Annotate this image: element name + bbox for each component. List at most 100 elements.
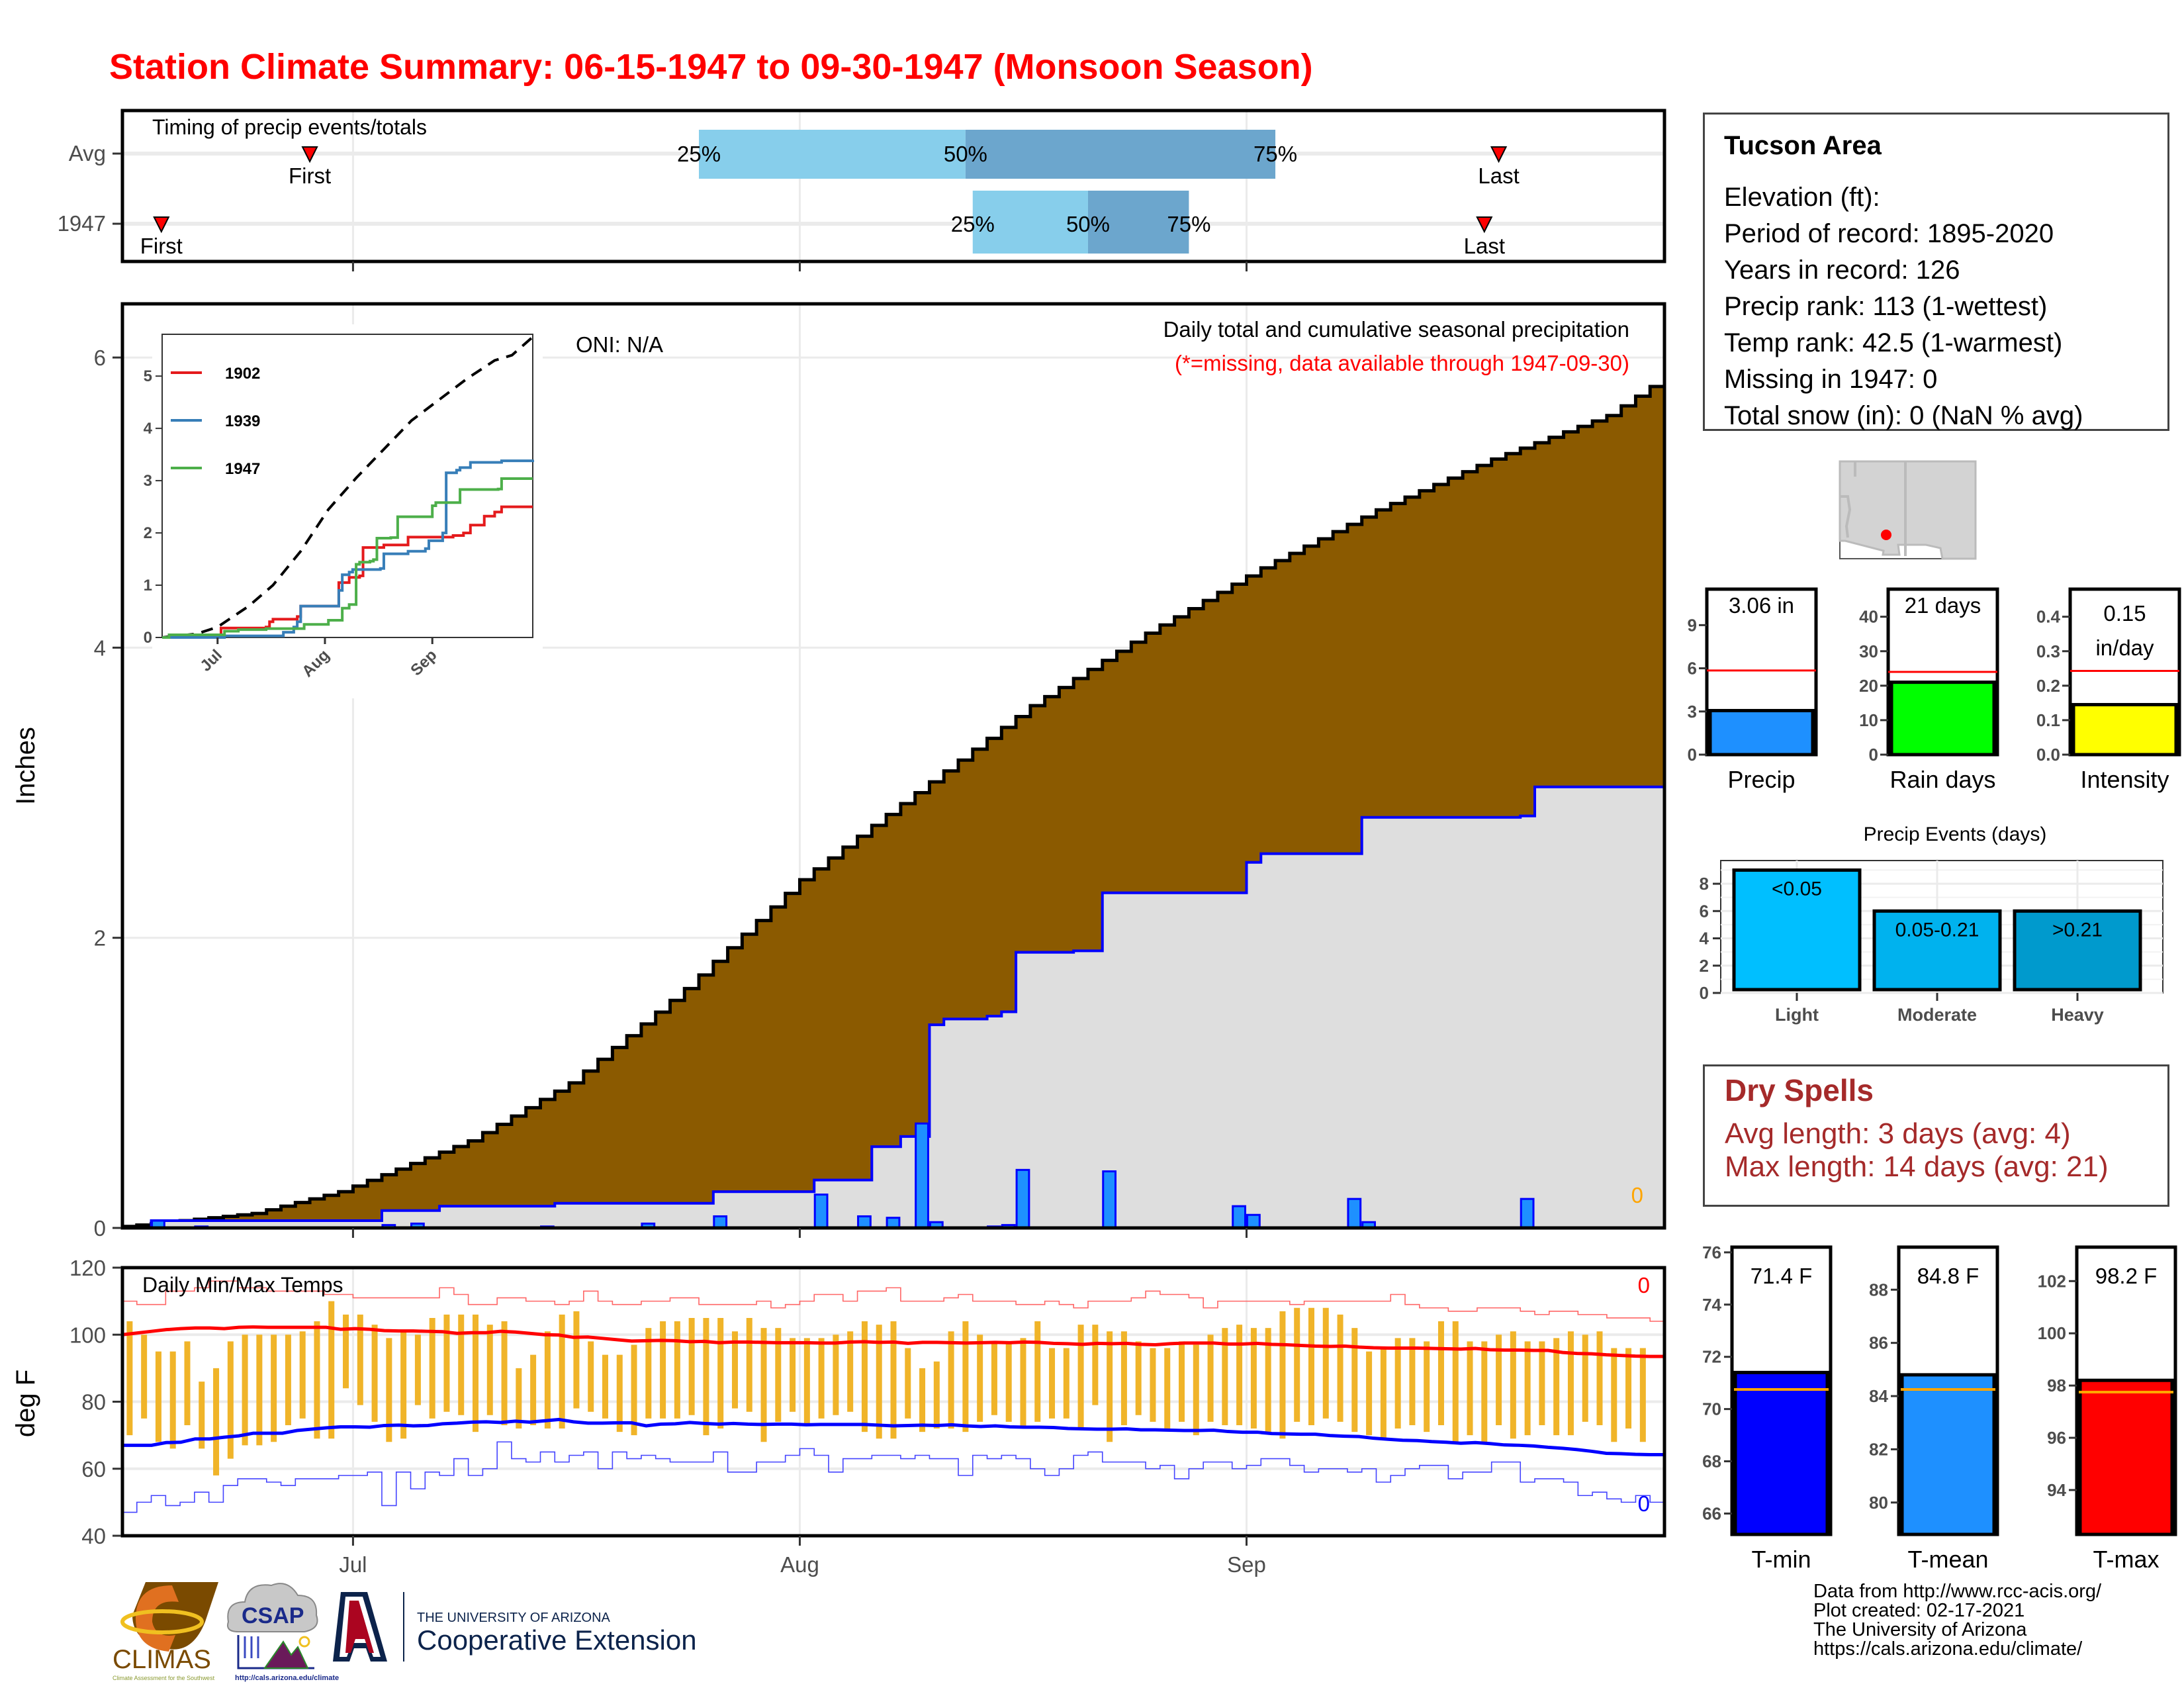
tmin-missing-count: 0 (1638, 1491, 1650, 1516)
temp-bar-y-tick-label: 102 (2038, 1271, 2066, 1291)
timing-last-marker-label: Last (1478, 164, 1519, 188)
precip-event-bar-moderate (1872, 909, 2002, 992)
temp-bar-y-tick-label: 88 (1869, 1280, 1888, 1299)
summary-y-tick-label: 9 (1688, 615, 1697, 635)
summary-y-tick-label: 10 (1859, 710, 1878, 730)
avg-max-line (122, 1325, 1664, 1358)
csap-text: CSAP (242, 1603, 304, 1628)
record-min-line (122, 1441, 1664, 1513)
precip-subtitle: Daily total and cumulative seasonal prec… (1163, 317, 1629, 342)
timing-p25-label: 25% (951, 212, 995, 236)
summary-y-tick-label: 30 (1859, 641, 1878, 661)
timing-p75-label: 75% (1167, 212, 1210, 236)
precip-y-tick-label: 6 (94, 346, 106, 370)
precip-panel: 0 2 4 6 Inches ONI: N/A Daily total and cumula… (11, 302, 1666, 1241)
temp-panel-label: Daily Min/Max Temps (142, 1273, 343, 1297)
summary-bar-intensity (2071, 702, 2178, 757)
dry-spells-box (1703, 1064, 2169, 1207)
timing-p50-label: 50% (1066, 212, 1110, 236)
summary-y-tick-label: 0.3 (2036, 641, 2060, 661)
inset-y-tick-label: 5 (144, 367, 152, 385)
summary-value-label: 3.06 in (1729, 593, 1794, 618)
temp-bar-y-tick-label: 80 (1869, 1493, 1888, 1513)
temp-bar-y-tick-label: 94 (2047, 1480, 2066, 1500)
credit-data-source: Data from http://www.rcc-acis.org/ (1813, 1581, 2102, 1602)
events-y-tick-label: 8 (1700, 874, 1709, 894)
timing-panel-label: Timing of precip events/totals (152, 115, 427, 139)
timing-row-label-avg: Avg (69, 141, 106, 165)
timing-box-lower (972, 191, 1088, 254)
station-name: Tucson Area (1724, 131, 1882, 160)
summary-y-tick-label: 0 (1688, 745, 1697, 765)
info-period: Period of record: 1895-2020 (1724, 219, 2054, 248)
summary-y-tick-label: 0 (1869, 745, 1878, 765)
summary-category-label: Intensity (2080, 766, 2169, 793)
summary-y-tick-label: 6 (1688, 659, 1697, 679)
climas-text: CLIMAS (113, 1645, 211, 1674)
summary-category-label: Rain days (1889, 766, 1995, 793)
ua-line2: Cooperative Extension (417, 1624, 697, 1656)
temp-bar-y-tick-label: 72 (1702, 1347, 1721, 1367)
climas-subtitle: Climate Assessment for the Southwest (113, 1675, 215, 1681)
temp-bar-y-tick-label: 98 (2047, 1376, 2066, 1395)
inset-y-tick-label: 2 (144, 524, 152, 542)
temp-bar-y-tick-label: 84 (1869, 1386, 1888, 1406)
summary-y-tick-label: 0.0 (2036, 745, 2060, 765)
precip-note: (*=missing, data available through 1947-… (1175, 351, 1629, 375)
station-info-box (1703, 113, 2169, 431)
timing-first-marker-label: First (140, 234, 183, 258)
precip-events-title: Precip Events (days) (1864, 823, 2047, 845)
map-land (1839, 460, 1977, 560)
inset-y-tick-label: 3 (144, 472, 152, 490)
credit-plot-created: Plot created: 02-17-2021 (1813, 1600, 2025, 1621)
temp-bar-t-max (2078, 1378, 2174, 1536)
climas-logo: CLIMAS Climate Assessment for the Southw… (113, 1582, 218, 1681)
summary-y-tick-label: 20 (1859, 676, 1878, 696)
temp-bar-t-min (1733, 1370, 1829, 1536)
inset-line-average (161, 336, 534, 639)
daily-precip-bar (1102, 1170, 1117, 1229)
summary-y-tick-label: 0.2 (2036, 676, 2060, 696)
dry-spells-max: Max length: 14 days (avg: 21) (1725, 1150, 2109, 1183)
csap-logo: CSAP http://cals.arizona.edu/climate (227, 1583, 339, 1682)
precip-event-range-label: <0.05 (1772, 878, 1822, 900)
oni-label: ONI: N/A (576, 332, 663, 357)
events-y-tick-label: 2 (1700, 956, 1709, 976)
temp-bar-y-tick-label: 86 (1869, 1333, 1888, 1353)
inset-y-tick-label: 0 (144, 629, 152, 647)
timing-p75-label: 75% (1253, 142, 1297, 166)
precip-event-category: Light (1775, 1005, 1819, 1025)
avg-cumulative-line (120, 385, 1664, 1229)
info-years: Years in record: 126 (1724, 256, 1960, 285)
temp-y-tick-label: 60 (81, 1457, 106, 1481)
summary-bar-rain-days (1889, 680, 1996, 757)
tmax-missing-count: 0 (1638, 1273, 1650, 1297)
summary-bars: 0 3 6 9 3.06 in Precip 0 10 20 30 40 21 days Rain da… (1688, 587, 2181, 793)
daily-precip-bar (1347, 1197, 1362, 1229)
temperature-bars: 66 68 70 72 74 76 71.4 F T-min 80 82 84 86 88 84.8 F T… (1702, 1243, 2177, 1573)
summary-value-label: 0.15 (2103, 601, 2146, 626)
inset-line-1947 (162, 477, 533, 639)
summary-bar-precip (1708, 708, 1815, 757)
temp-y-tick-label: 120 (69, 1256, 106, 1280)
daily-precip-bar (1015, 1168, 1030, 1229)
temp-y-axis-label: deg F (11, 1370, 40, 1437)
inset-legend-label: 1902 (225, 365, 260, 383)
summary-y-tick-label: 0.1 (2036, 710, 2060, 730)
csap-url: http://cals.arizona.edu/climate (235, 1674, 339, 1682)
temp-bar-y-tick-label: 66 (1702, 1503, 1721, 1523)
temp-bar-y-tick-label: 70 (1702, 1399, 1721, 1419)
precip-event-range-label: 0.05-0.21 (1895, 919, 1979, 941)
daily-precip-bar (915, 1122, 929, 1229)
map-state-border (1840, 495, 1852, 538)
daily-precip-bar (1520, 1197, 1535, 1229)
temp-x-tick-label: Jul (339, 1552, 367, 1577)
temp-x-tick-label: Aug (780, 1552, 819, 1577)
dry-spells-avg: Avg length: 3 days (avg: 4) (1725, 1117, 2071, 1150)
temp-panel-border (120, 1266, 1666, 1538)
first-marker-icon (301, 146, 318, 164)
daily-precip-bar (857, 1215, 872, 1229)
temp-bar-category-label: T-min (1752, 1546, 1811, 1573)
